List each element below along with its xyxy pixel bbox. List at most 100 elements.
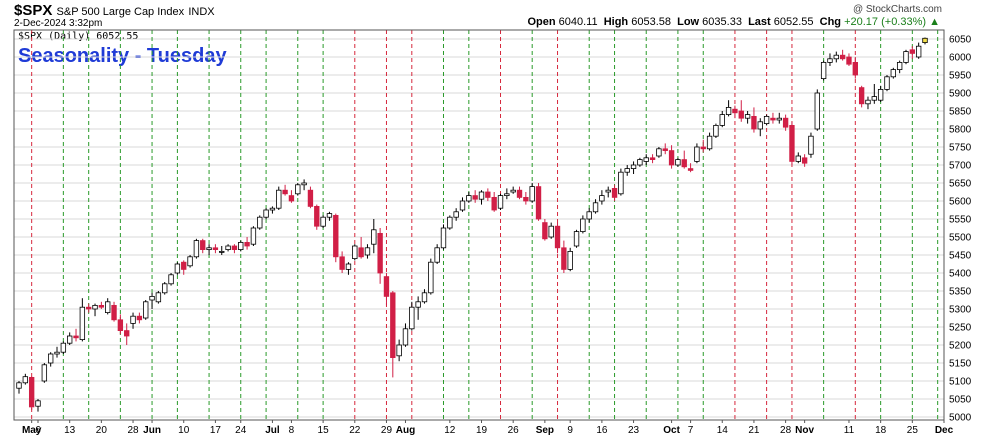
candle [149, 292, 155, 309]
x-tick-label: May [22, 425, 42, 436]
y-tick-label: 5750 [949, 143, 972, 154]
candle-body [801, 157, 808, 164]
candle [795, 152, 801, 164]
candle-body [567, 250, 573, 270]
candle-body [459, 200, 466, 211]
candle [839, 49, 846, 61]
candle-body [662, 148, 668, 152]
candle [865, 96, 871, 110]
candle [725, 100, 732, 117]
candle [751, 107, 757, 133]
candle-body [751, 116, 757, 130]
candle [320, 215, 326, 228]
low-value: 6035.33 [702, 16, 742, 28]
candle-body [770, 117, 776, 121]
x-tick-label: 24 [235, 425, 247, 436]
candle [586, 208, 592, 223]
x-tick-label: Jul [265, 425, 280, 436]
candle-body [136, 315, 143, 321]
candle-body [618, 171, 624, 195]
candle-body [358, 247, 364, 258]
candle-body [624, 168, 630, 173]
candle-body [263, 209, 269, 218]
x-tick-label: 15 [318, 425, 330, 436]
credit-label: @ StockCharts.com [852, 4, 942, 15]
x-tick-label: Sep [536, 425, 554, 436]
y-tick-label: 6050 [949, 35, 972, 46]
candle-body [884, 76, 890, 90]
candle [656, 147, 662, 158]
candle-body [371, 229, 377, 245]
candle-body [352, 245, 358, 260]
candle-body [757, 121, 763, 130]
y-tick-label: 5900 [949, 89, 972, 100]
candle [776, 112, 782, 124]
candle-body [814, 92, 820, 130]
candle [206, 244, 212, 255]
candle-body [700, 146, 706, 150]
candle [333, 213, 339, 263]
candle-body [28, 376, 35, 408]
x-tick-label: Aug [396, 425, 415, 436]
candle [117, 314, 124, 335]
candle-body [732, 108, 738, 114]
candle [852, 57, 858, 79]
candle-body [314, 205, 320, 227]
candle-body [649, 157, 656, 161]
candle-body [744, 114, 751, 119]
candle [719, 111, 725, 128]
candle [301, 179, 307, 191]
candle-body [149, 295, 155, 301]
candle-body [326, 213, 333, 218]
candle-body [111, 304, 117, 321]
candle-body [554, 225, 561, 249]
candle-body [339, 256, 345, 270]
candle [624, 165, 630, 176]
candle-body [219, 250, 225, 253]
candle-body [681, 159, 687, 168]
candle [269, 206, 276, 214]
candle-body [738, 110, 744, 119]
candle [447, 215, 453, 230]
candle-body [915, 45, 922, 58]
candle [694, 143, 700, 164]
candle [421, 289, 428, 304]
candle [174, 262, 181, 275]
candle-body [675, 159, 681, 166]
candle [383, 273, 390, 306]
candle [263, 208, 269, 219]
candle-body [143, 301, 149, 319]
candle-body [193, 240, 200, 258]
candle-body [637, 159, 643, 166]
candle [364, 244, 371, 259]
candle-body [478, 191, 485, 200]
candle [326, 211, 333, 221]
candle-body [86, 306, 92, 310]
candle-body [491, 196, 497, 211]
candle [307, 186, 314, 209]
high-value: 6053.58 [631, 16, 671, 28]
candle-body [92, 304, 98, 310]
candle [371, 219, 377, 254]
x-tick-label: 18 [875, 425, 887, 436]
candle [409, 301, 415, 331]
x-tick-label: 17 [210, 425, 222, 436]
y-tick-label: 5250 [949, 323, 972, 334]
candle-body [656, 148, 662, 157]
candle-body [105, 301, 111, 313]
candle [871, 84, 877, 104]
index-name: S&P 500 Large Cap Index [56, 6, 185, 18]
candle [181, 260, 187, 275]
candle [257, 215, 263, 230]
candle [459, 197, 466, 212]
y-tick-label: 5000 [949, 413, 972, 424]
candle-body [364, 247, 371, 256]
candle [244, 237, 250, 250]
candle [73, 328, 79, 342]
candle-body [529, 186, 535, 202]
candle [757, 118, 763, 137]
candle-body [333, 214, 339, 258]
x-tick-label: 16 [596, 425, 608, 436]
x-tick-label: 7 [688, 425, 694, 436]
candle-body [250, 227, 257, 245]
